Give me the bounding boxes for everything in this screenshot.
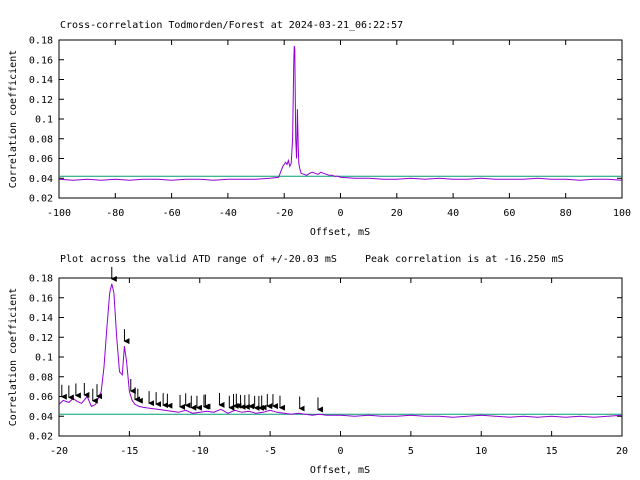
x-tick-label: 20 — [391, 208, 403, 219]
x-ticks: -20 -15 -10 -5 0 5 10 15 20 — [50, 278, 628, 457]
chart-title: Cross-correlation Todmorden/Forest at 20… — [60, 20, 403, 31]
x-tick-label: 0 — [337, 208, 343, 219]
x-ticks: -100 -80 -60 -40 -20 0 20 40 60 80 100 — [47, 40, 631, 219]
arrow-layer — [60, 266, 323, 413]
x-tick-label: -60 — [163, 208, 181, 219]
y-tick-label: 0.12 — [29, 95, 53, 106]
y-tick-label: 0.14 — [29, 75, 53, 86]
x-tick-label: 80 — [560, 208, 572, 219]
y-axis-label: Correlation coefficient — [8, 288, 19, 426]
x-tick-label: -5 — [264, 446, 276, 457]
x-tick-label: 20 — [616, 446, 628, 457]
x-tick-label: 0 — [337, 446, 343, 457]
x-tick-label: -10 — [191, 446, 209, 457]
y-tick-label: 0.1 — [35, 115, 53, 126]
x-tick-label: 10 — [475, 446, 487, 457]
plot-frame — [58, 277, 623, 437]
y-tick-label: 0.08 — [29, 372, 53, 383]
x-tick-label: -40 — [219, 208, 237, 219]
series-layer — [58, 283, 623, 418]
x-tick-label: 40 — [447, 208, 459, 219]
y-tick-label: 0.18 — [29, 274, 53, 285]
x-tick-label: -80 — [106, 208, 124, 219]
x-tick-label: -15 — [120, 446, 138, 457]
y-tick-label: 0.02 — [29, 432, 53, 443]
y-tick-label: 0.1 — [35, 353, 53, 364]
y-tick-label: 0.14 — [29, 313, 53, 324]
correlation-line — [58, 283, 623, 418]
y-tick-label: 0.16 — [29, 55, 53, 66]
y-tick-label: 0.18 — [29, 36, 53, 47]
x-tick-label: 60 — [503, 208, 515, 219]
bottom-chart: Plot across the valid ATD range of +/-20… — [8, 254, 628, 476]
y-tick-label: 0.16 — [29, 293, 53, 304]
plot-frame — [58, 39, 623, 199]
x-axis-label: Offset, mS — [310, 227, 370, 238]
chart-subtitle-right: Peak correlation is at -16.250 mS — [365, 254, 564, 265]
y-tick-label: 0.04 — [29, 174, 53, 185]
correlation-line — [58, 45, 623, 181]
y-tick-label: 0.06 — [29, 154, 53, 165]
y-tick-label: 0.02 — [29, 194, 53, 205]
top-chart: Cross-correlation Todmorden/Forest at 20… — [8, 20, 631, 238]
x-tick-label: -100 — [47, 208, 71, 219]
x-tick-label: 100 — [613, 208, 631, 219]
y-tick-label: 0.06 — [29, 392, 53, 403]
series-layer — [58, 45, 623, 181]
x-tick-label: 5 — [408, 446, 414, 457]
y-tick-label: 0.04 — [29, 412, 53, 423]
x-tick-label: -20 — [50, 446, 68, 457]
plot-border — [58, 277, 623, 437]
y-ticks: 0.02 0.04 0.06 0.08 0.1 0.12 0.14 0.16 0.18 — [29, 36, 622, 205]
y-tick-label: 0.12 — [29, 333, 53, 344]
y-axis-label: Correlation coefficient — [8, 50, 19, 188]
x-tick-label: -20 — [275, 208, 293, 219]
x-tick-label: 15 — [546, 446, 558, 457]
plot-border — [58, 39, 623, 199]
y-ticks: 0.02 0.04 0.06 0.08 0.1 0.12 0.14 0.16 0.18 — [29, 274, 622, 443]
y-tick-label: 0.08 — [29, 134, 53, 145]
chart-subtitle-left: Plot across the valid ATD range of +/-20… — [60, 254, 337, 265]
x-axis-label: Offset, mS — [310, 465, 370, 476]
